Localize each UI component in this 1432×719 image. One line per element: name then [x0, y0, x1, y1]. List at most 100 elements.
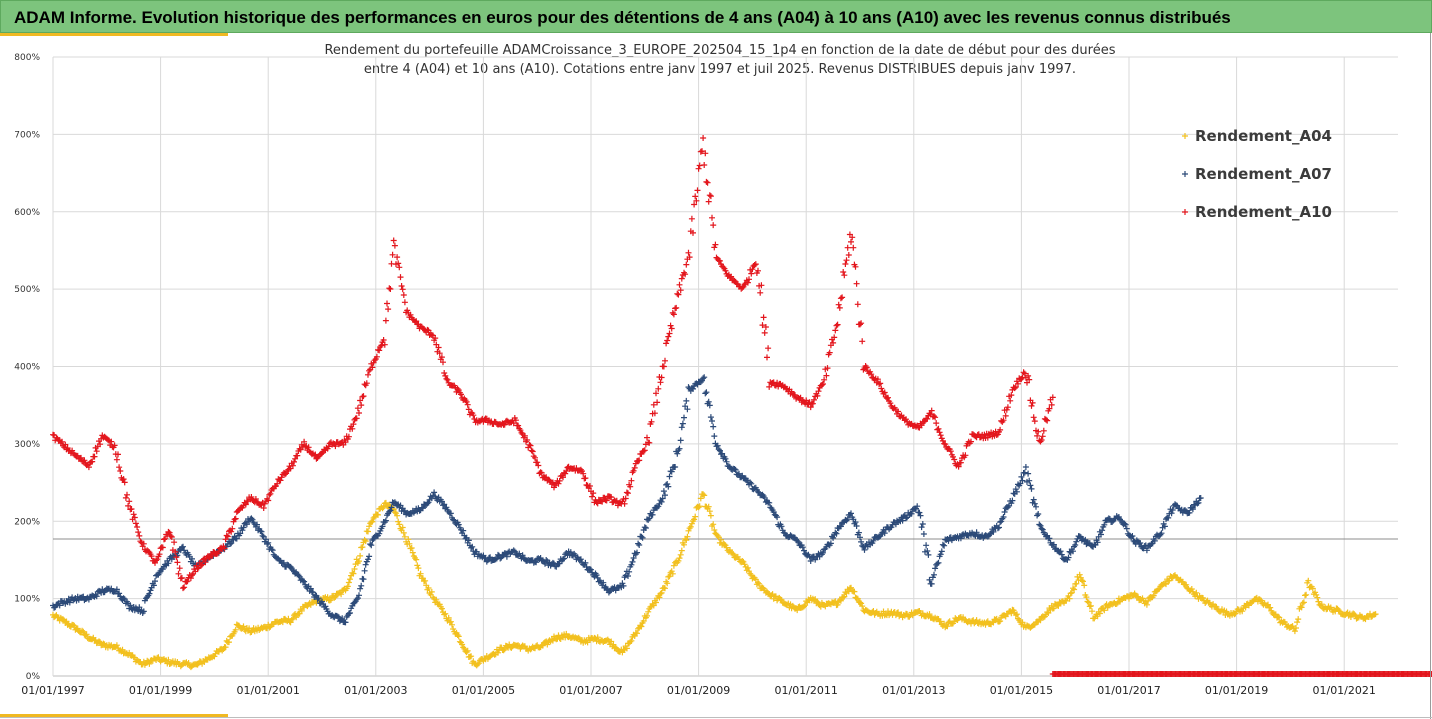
- series-Rendement_A04: [50, 491, 1379, 671]
- marker-Rendement_A04: [644, 612, 650, 619]
- marker-Rendement_A07: [181, 547, 188, 554]
- y-tick-label: 200%: [14, 517, 40, 527]
- marker-Rendement_A10: [830, 339, 837, 346]
- marker-Rendement_A10: [843, 257, 850, 264]
- marker-Rendement_A07: [997, 519, 1004, 526]
- marker-Rendement_A07: [628, 561, 635, 568]
- marker-Rendement_A07: [268, 546, 275, 553]
- marker-Rendement_A10: [716, 257, 723, 264]
- marker-Rendement_A04: [464, 647, 471, 654]
- marker-Rendement_A10: [840, 269, 847, 275]
- legend-label: Rendement_A04: [1195, 127, 1332, 145]
- marker-Rendement_A07: [1129, 533, 1136, 539]
- marker-Rendement_A04: [834, 601, 841, 608]
- marker-Rendement_A10: [580, 470, 587, 477]
- marker-Rendement_A10: [809, 400, 816, 407]
- marker-Rendement_A04: [415, 565, 422, 572]
- y-tick-label: 700%: [14, 130, 40, 140]
- marker-Rendement_A10: [831, 334, 838, 341]
- marker-Rendement_A10: [1046, 405, 1053, 412]
- marker-Rendement_A04: [739, 558, 746, 564]
- marker-Rendement_A07: [468, 544, 475, 551]
- marker-Rendement_A04: [706, 508, 713, 515]
- marker-Rendement_A10: [749, 266, 756, 273]
- marker-Rendement_A10: [670, 311, 677, 318]
- marker-Rendement_A07: [1021, 469, 1028, 476]
- marker-Rendement_A10: [394, 254, 401, 261]
- x-tick-label: 01/01/1999: [129, 684, 192, 697]
- marker-Rendement_A10: [877, 380, 884, 387]
- performance-chart: Rendement du portefeuille ADAMCroissance…: [14, 43, 1432, 697]
- marker-Rendement_A07: [1076, 533, 1083, 540]
- marker-Rendement_A07: [388, 504, 395, 511]
- marker-Rendement_A07: [162, 561, 169, 568]
- marker-Rendement_A07: [460, 527, 467, 534]
- marker-Rendement_A04: [768, 592, 775, 599]
- marker-Rendement_A10: [135, 529, 142, 536]
- marker-Rendement_A04: [635, 625, 642, 632]
- marker-Rendement_A07: [1109, 518, 1116, 525]
- marker-Rendement_A04: [369, 518, 376, 525]
- marker-Rendement_A04: [1126, 595, 1132, 602]
- marker-Rendement_A07: [228, 540, 235, 547]
- marker-Rendement_A04: [1073, 580, 1080, 587]
- marker-Rendement_A07: [770, 509, 777, 515]
- y-tick-label: 600%: [14, 208, 40, 218]
- marker-Rendement_A10: [664, 337, 671, 344]
- marker-Rendement_A10: [658, 374, 665, 381]
- series-Rendement_A10: [50, 135, 1056, 592]
- marker-Rendement_A10: [836, 304, 843, 311]
- marker-Rendement_A10: [274, 480, 281, 487]
- marker-Rendement_A07: [583, 563, 590, 570]
- y-tick-label: 800%: [14, 53, 40, 63]
- marker-Rendement_A10: [1020, 369, 1027, 376]
- marker-Rendement_A04: [1351, 611, 1358, 618]
- marker-Rendement_A04: [428, 588, 435, 595]
- marker-Rendement_A07: [919, 521, 926, 527]
- marker-Rendement_A10: [1007, 397, 1014, 404]
- marker-Rendement_A10: [868, 371, 875, 378]
- marker-Rendement_A10: [625, 490, 631, 497]
- marker-Rendement_A10: [1049, 394, 1056, 401]
- marker-Rendement_A07: [357, 585, 364, 592]
- marker-Rendement_A07: [362, 561, 369, 568]
- marker-Rendement_A10: [694, 187, 701, 194]
- marker-Rendement_A07: [941, 542, 948, 549]
- marker-Rendement_A04: [1305, 577, 1312, 584]
- marker-Rendement_A10: [228, 528, 235, 535]
- marker-Rendement_A04: [194, 661, 201, 668]
- marker-Rendement_A10: [707, 193, 714, 200]
- marker-Rendement_A04: [997, 618, 1004, 625]
- marker-Rendement_A10: [951, 456, 958, 463]
- marker-Rendement_A07: [920, 531, 927, 537]
- marker-Rendement_A10: [165, 528, 172, 535]
- marker-Rendement_A10: [705, 198, 712, 205]
- marker-Rendement_A07: [925, 551, 932, 558]
- marker-Rendement_A10: [458, 391, 464, 398]
- marker-Rendement_A04: [594, 634, 601, 641]
- marker-Rendement_A04: [211, 653, 218, 660]
- marker-Rendement_A10: [666, 330, 673, 337]
- marker-Rendement_A07: [697, 379, 704, 385]
- marker-Rendement_A04: [814, 598, 821, 605]
- marker-Rendement_A07: [755, 488, 761, 495]
- marker-Rendement_A07: [973, 529, 980, 536]
- marker-Rendement_A10: [814, 392, 821, 399]
- marker-Rendement_A10: [685, 249, 692, 256]
- marker-Rendement_A07: [93, 593, 100, 600]
- y-tick-label: 100%: [14, 595, 40, 605]
- marker-Rendement_A10: [356, 410, 362, 416]
- marker-Rendement_A04: [1291, 628, 1298, 635]
- marker-Rendement_A10: [761, 329, 768, 336]
- marker-Rendement_A04: [80, 628, 87, 635]
- marker-Rendement_A07: [347, 610, 353, 616]
- marker-Rendement_A07: [561, 555, 568, 562]
- marker-Rendement_A07: [903, 515, 909, 522]
- marker-Rendement_A04: [1012, 612, 1019, 618]
- marker-Rendement_A07: [700, 375, 707, 382]
- marker-Rendement_A07: [1148, 541, 1155, 547]
- marker-Rendement_A10: [121, 479, 128, 486]
- marker-Rendement_A10: [291, 458, 297, 465]
- marker-Rendement_A10: [371, 357, 378, 364]
- marker-Rendement_A10: [521, 432, 528, 439]
